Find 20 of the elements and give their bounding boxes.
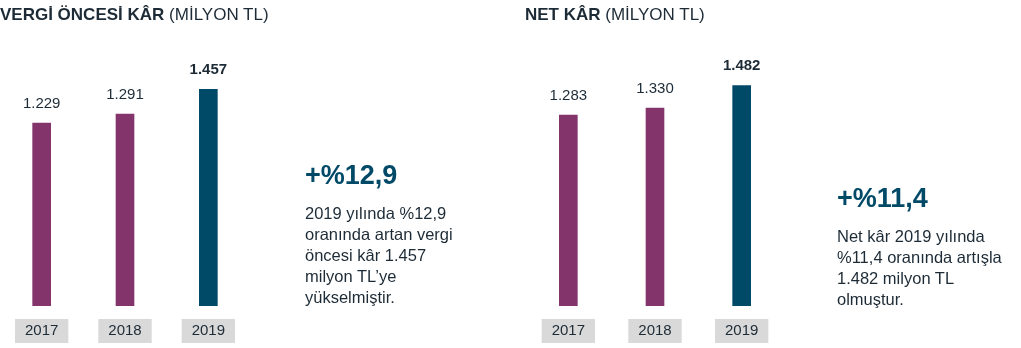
text: +%11,4 — [837, 183, 929, 214]
text: 2019 yılında %12,9 oranında artan vergi öncesi kâr 1.457 milyon TL’ye yükselmiştir. — [305, 203, 454, 308]
x-tick-label: 2019 — [724, 321, 759, 339]
chart-subtitle: (MİLYON TL) — [168, 5, 269, 24]
data-label: 1.229 — [22, 93, 61, 111]
x-tick-label: 2018 — [108, 321, 142, 339]
data-label: 1.482 — [722, 56, 761, 74]
chart-subtitle: (MİLYON TL) — [604, 5, 705, 24]
data-label: 1.283 — [549, 85, 588, 103]
x-tick-label: 2017 — [24, 321, 59, 339]
text: +%12,9 — [305, 160, 399, 191]
x-tick-label: 2018 — [638, 321, 672, 339]
x-tick-label: 2019 — [191, 321, 226, 339]
x-tick-label: 2017 — [551, 321, 586, 339]
data-label: 1.457 — [189, 59, 228, 77]
chart-title: NET KÂR — [525, 5, 601, 24]
text: Net kâr 2019 yılında %11,4 oranında artışla 1.482 milyon TL olmuştur. — [837, 226, 1003, 310]
chart-title: VERGİ ÖNCESİ KÂR — [0, 5, 165, 24]
data-label: 1.330 — [636, 78, 674, 96]
data-label: 1.291 — [106, 84, 144, 102]
